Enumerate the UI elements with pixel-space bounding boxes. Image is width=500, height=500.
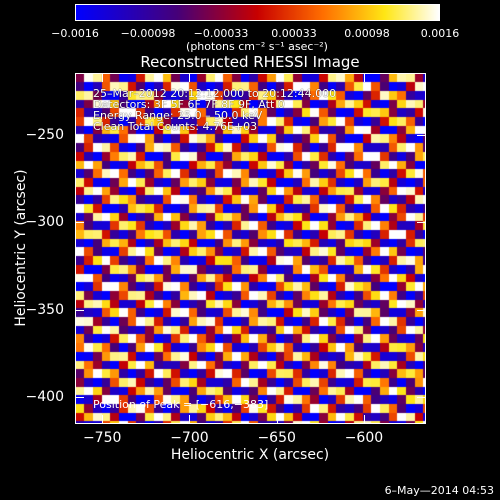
colorbar-tick-label: −0.00098 (120, 27, 176, 40)
y-tickmark (417, 135, 425, 137)
annotation-total-counts: Clean Total Counts: 4.76E+03 (93, 120, 258, 133)
annotation-energy-range: Energy Range: 25.0 – 50.0 keV (93, 109, 263, 122)
y-tick-label: −400 (25, 388, 64, 405)
x-tickmark (189, 415, 191, 423)
colorbar-tick-label: 0.0016 (420, 27, 460, 40)
chart-title: Reconstructed RHESSI Image (140, 53, 360, 71)
timestamp: 6–May—2014 04:53 (384, 484, 494, 497)
y-tickmark (76, 309, 84, 311)
x-axis-label: Heliocentric X (arcsec) (170, 447, 330, 463)
plot-frame (75, 73, 426, 424)
y-tick-label: −350 (25, 301, 64, 318)
x-tickmark (363, 74, 365, 82)
y-tickmark (76, 222, 84, 224)
x-tick-label: −650 (257, 430, 296, 446)
annotation-detectors: Detectors: 3F 5F 6F 7F 8F 9F, Att 0 (93, 98, 285, 111)
x-tickmark (276, 415, 278, 423)
x-tick-label: −700 (170, 430, 209, 446)
colorbar-unit-label: (photons cm⁻² s⁻¹ asec⁻²) (186, 40, 328, 53)
y-tickmark (417, 309, 425, 311)
y-tickmark (76, 396, 84, 398)
heatmap-image (76, 74, 425, 423)
x-tickmark (102, 415, 104, 423)
colorbar-gradient (76, 5, 439, 20)
x-tick-label: −600 (344, 430, 384, 446)
x-tickmark (189, 74, 191, 82)
y-tick-label: −250 (25, 127, 64, 144)
colorbar-tick-label: −0.00033 (193, 27, 249, 40)
y-tickmark (417, 396, 425, 398)
y-tickmark (417, 222, 425, 224)
peak-position-label: Position of Peak = [−616,−383] (93, 398, 269, 411)
colorbar-tick-label: −0.0016 (51, 27, 99, 40)
y-tick-label: −300 (25, 214, 64, 231)
x-tickmark (363, 415, 365, 423)
x-tickmark (276, 74, 278, 82)
x-tickmark (102, 74, 104, 82)
annotation-time-range: 25–Mar–2012 20:12:12.000 to 20:12:44.000 (93, 87, 337, 100)
x-tick-label: −750 (82, 430, 122, 446)
colorbar-tick-label: 0.00033 (271, 27, 317, 40)
colorbar (75, 4, 440, 21)
y-tickmark (76, 135, 84, 137)
colorbar-fill (76, 5, 439, 20)
y-axis-label: Heliocentric Y (arcsec) (13, 169, 29, 327)
colorbar-tick-label: 0.00098 (344, 27, 390, 40)
